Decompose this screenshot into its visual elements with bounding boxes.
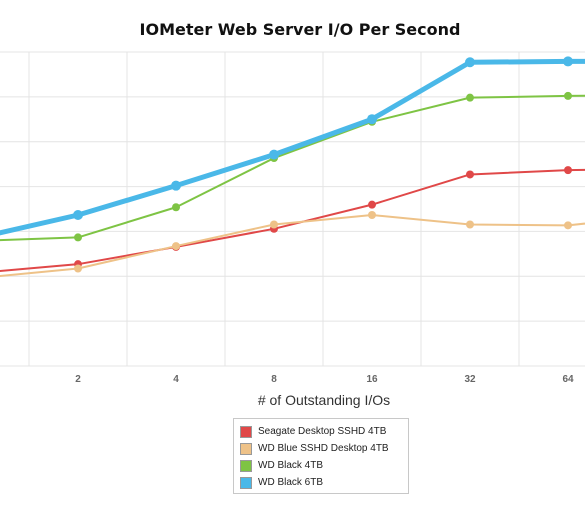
data-point <box>171 180 181 191</box>
series-line <box>0 214 585 278</box>
data-point <box>466 220 474 229</box>
data-point <box>466 170 474 179</box>
data-point <box>465 57 475 68</box>
data-point <box>269 149 279 160</box>
data-point <box>564 166 572 175</box>
chart-grid <box>0 51 585 367</box>
chart-title: IOMeter Web Server I/O Per Second <box>140 20 461 39</box>
legend-item-wd-black-6tb: WD Black 6TB <box>240 474 402 491</box>
legend-swatch <box>240 476 252 489</box>
legend-item-seagate-desktop-sshd-4tb: Seagate Desktop SSHD 4TB <box>240 423 402 440</box>
series-2 <box>0 91 585 242</box>
series-line <box>0 168 585 273</box>
chart-series <box>0 56 585 278</box>
data-point <box>367 114 377 125</box>
legend: Seagate Desktop SSHD 4TB WD Blue SSHD De… <box>233 418 409 494</box>
data-point <box>73 210 83 220</box>
data-point <box>172 242 180 251</box>
data-point <box>270 220 278 229</box>
data-point <box>564 221 572 230</box>
series-1 <box>0 211 585 278</box>
legend-swatch <box>240 425 252 438</box>
x-axis-label: # of Outstanding I/Os <box>258 392 390 408</box>
legend-label: Seagate Desktop SSHD 4TB <box>258 426 387 437</box>
data-point <box>368 211 376 219</box>
legend-label: WD Black 6TB <box>258 477 324 488</box>
data-point <box>172 203 180 212</box>
legend-item-wd-black-4tb: WD Black 4TB <box>240 457 402 474</box>
data-point <box>563 56 573 67</box>
series-3 <box>0 56 585 236</box>
legend-label: WD Blue SSHD Desktop 4TB <box>258 443 389 454</box>
legend-swatch <box>240 459 252 472</box>
legend-label: WD Black 4TB <box>258 460 324 471</box>
series-line <box>0 58 585 236</box>
x-tick-label: 16 <box>366 374 378 385</box>
series-0 <box>0 166 585 273</box>
data-point <box>466 93 474 102</box>
x-tick-label: 64 <box>562 374 574 385</box>
x-tick-label: 32 <box>464 374 476 385</box>
legend-swatch <box>240 442 252 455</box>
data-point <box>74 264 82 273</box>
data-point <box>368 200 376 209</box>
data-point <box>74 233 82 242</box>
data-point <box>564 91 572 100</box>
x-axis-ticks: 2 4 8 16 32 64 <box>75 374 574 385</box>
series-line <box>0 94 585 242</box>
x-tick-label: 2 <box>75 374 81 385</box>
legend-item-wd-blue-sshd-desktop-4tb: WD Blue SSHD Desktop 4TB <box>240 440 402 457</box>
x-tick-label: 8 <box>271 374 277 385</box>
x-tick-label: 4 <box>173 374 179 385</box>
